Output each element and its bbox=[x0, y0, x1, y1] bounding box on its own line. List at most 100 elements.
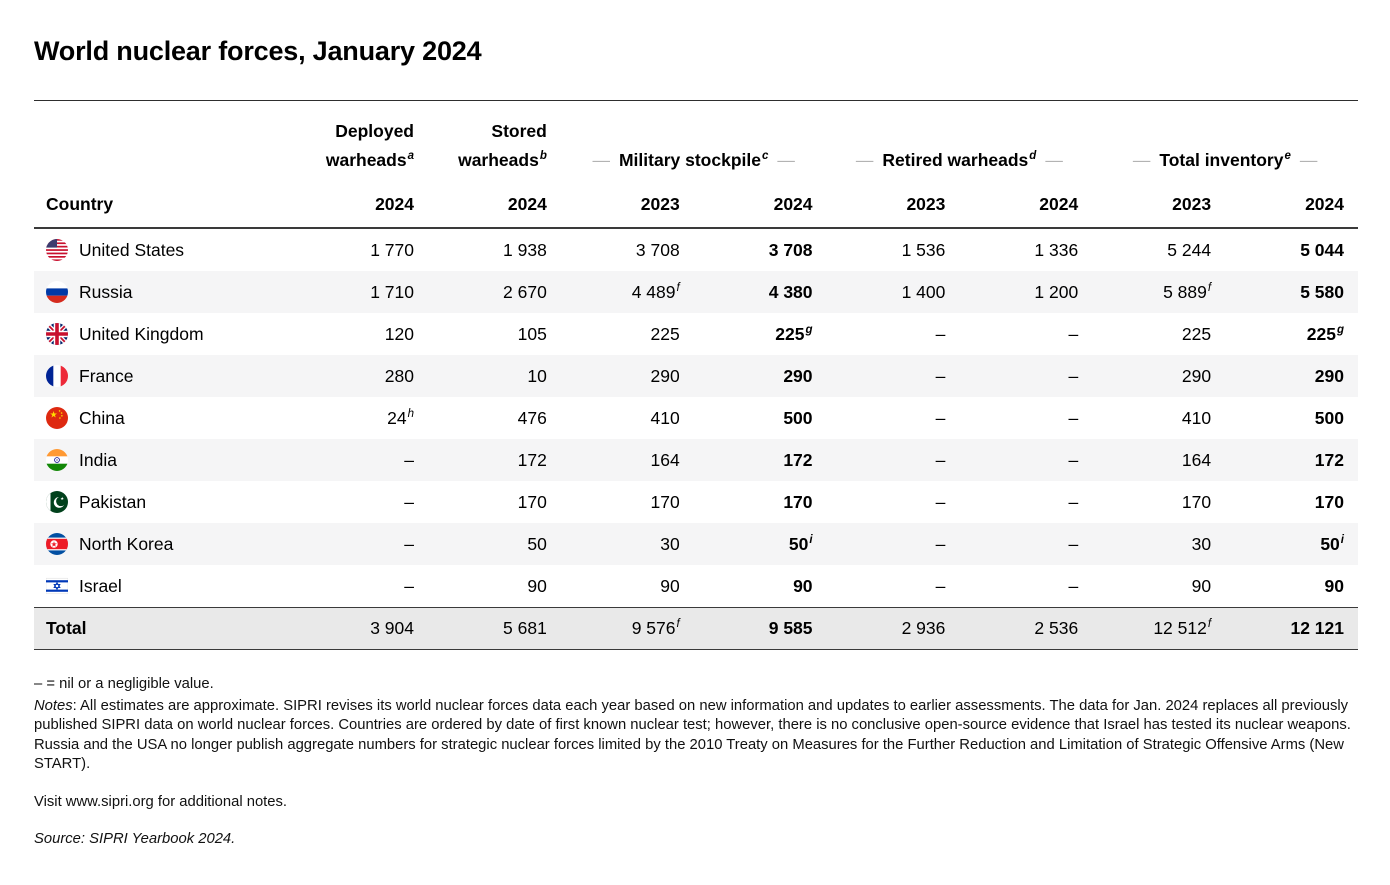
value-cell: 410 bbox=[1181, 407, 1212, 428]
cn-flag-icon bbox=[46, 407, 68, 429]
notes-text: : All estimates are approximate. SIPRI r… bbox=[34, 697, 1351, 773]
value-cell: 170 bbox=[1181, 491, 1212, 512]
value-cell: 50i bbox=[788, 533, 813, 554]
value-cell: 3 708 bbox=[635, 239, 680, 260]
value-cell: 1 200 bbox=[1034, 281, 1079, 302]
year-header: 2024 bbox=[278, 175, 428, 229]
value-cell: 10 bbox=[527, 365, 547, 386]
value-cell: 3 904 bbox=[278, 607, 428, 650]
value-cell: – bbox=[1068, 365, 1079, 386]
value-cell: 2 936 bbox=[826, 607, 960, 650]
value-cell: – bbox=[935, 575, 946, 596]
value-cell: 120 bbox=[384, 323, 414, 344]
year-header: 2024 bbox=[1225, 175, 1358, 229]
value-cell: – bbox=[935, 491, 946, 512]
footnote-marker: g bbox=[805, 323, 813, 336]
group-header-total-inventory: — Total inventorye — bbox=[1092, 103, 1358, 175]
value-cell: 30 bbox=[1191, 533, 1212, 554]
group-label: Retired warheads bbox=[882, 150, 1029, 170]
value-cell: 410 bbox=[650, 407, 680, 428]
value-cell: – bbox=[935, 449, 946, 470]
value-cell: 5 889f bbox=[1163, 281, 1212, 302]
country-cell: North Korea bbox=[34, 523, 278, 565]
footnote-marker: f bbox=[1207, 281, 1212, 294]
country-cell: United Kingdom bbox=[34, 313, 278, 355]
footnote-marker: e bbox=[1284, 150, 1291, 163]
value-cell: 164 bbox=[1181, 449, 1212, 470]
country-cell: France bbox=[34, 355, 278, 397]
value-cell: 105 bbox=[517, 323, 547, 344]
value-cell: 5 244 bbox=[1167, 239, 1212, 260]
value-cell: 90 bbox=[1324, 575, 1344, 596]
nil-definition: – = nil or a negligible value. bbox=[34, 676, 214, 692]
country-row: North Korea – 50 30 50i – – 30 50i bbox=[34, 523, 1358, 565]
country-name: China bbox=[79, 408, 125, 428]
value-cell: – bbox=[935, 407, 946, 428]
footnote-marker: i bbox=[1340, 533, 1344, 546]
group-label: Military stockpile bbox=[618, 150, 761, 170]
page: World nuclear forces, January 2024 Deplo… bbox=[34, 36, 1358, 847]
group-header-row: Deployed warheadsa Stored warheadsb — Mil… bbox=[34, 103, 1358, 175]
value-cell: 172 bbox=[1314, 449, 1344, 470]
value-cell: 476 bbox=[517, 407, 547, 428]
group-label: Stored warheads bbox=[458, 121, 547, 170]
country-cell: Russia bbox=[34, 271, 278, 313]
value-cell: – bbox=[404, 491, 414, 512]
value-cell: 170 bbox=[783, 491, 813, 512]
value-cell: – bbox=[404, 575, 414, 596]
value-cell: 30 bbox=[660, 533, 680, 554]
country-name: United Kingdom bbox=[79, 324, 204, 344]
kp-flag-icon bbox=[46, 533, 68, 555]
footnote-marker: g bbox=[1336, 323, 1344, 336]
value-cell: 290 bbox=[1181, 365, 1212, 386]
footnote-marker: a bbox=[407, 150, 414, 163]
year-header: 2024 bbox=[428, 175, 561, 229]
country-name: Israel bbox=[79, 576, 122, 596]
value-cell: 280 bbox=[384, 365, 414, 386]
year-header-row: Country 2024 2024 2023 2024 2023 2024 20… bbox=[34, 175, 1358, 229]
value-cell: – bbox=[1068, 533, 1079, 554]
value-cell: 500 bbox=[783, 407, 813, 428]
value-cell: 290 bbox=[650, 365, 680, 386]
group-header-deployed: Deployed warheadsa bbox=[278, 103, 428, 175]
value-cell: 500 bbox=[1314, 407, 1344, 428]
country-cell: Pakistan bbox=[34, 481, 278, 523]
visit-note: Visit www.sipri.org for additional notes… bbox=[34, 793, 288, 810]
value-cell: 5 580 bbox=[1300, 281, 1344, 302]
value-cell: 5 681 bbox=[428, 607, 561, 650]
year-header: 2023 bbox=[1092, 175, 1226, 229]
country-row: United Kingdom 120 105 225 225g – – 225 225g bbox=[34, 313, 1358, 355]
footnote-marker: h bbox=[407, 407, 414, 420]
table-body: United States 1 770 1 938 3 708 3 708 1 536 1 … bbox=[34, 228, 1358, 650]
dash-decoration: — bbox=[592, 150, 610, 170]
country-row: Russia 1 710 2 670 4 489f 4 380 1 400 1 200 5 8… bbox=[34, 271, 1358, 313]
value-cell: 5 044 bbox=[1300, 239, 1344, 260]
value-cell: 3 708 bbox=[768, 239, 813, 260]
page-title: World nuclear forces, January 2024 bbox=[34, 36, 482, 66]
value-cell: 170 bbox=[1314, 491, 1344, 512]
value-cell: 90 bbox=[1191, 575, 1212, 596]
value-cell: 1 710 bbox=[370, 281, 414, 302]
value-cell: 1 336 bbox=[1034, 239, 1079, 260]
value-cell: – bbox=[935, 323, 946, 344]
value-cell: – bbox=[404, 533, 414, 554]
group-header-spacer bbox=[34, 103, 278, 175]
country-name: France bbox=[79, 366, 134, 386]
value-cell: 290 bbox=[783, 365, 813, 386]
country-name: Pakistan bbox=[79, 492, 147, 512]
dash-decoration: — bbox=[1299, 150, 1318, 170]
il-flag-icon bbox=[46, 575, 68, 597]
country-row: United States 1 770 1 938 3 708 3 708 1 536 1 … bbox=[34, 228, 1358, 271]
notes-paragraph: Notes: All estimates are approximate. SI… bbox=[34, 697, 1358, 775]
gb-flag-icon bbox=[46, 323, 68, 345]
country-row: France 280 10 290 290 – – 290 290 bbox=[34, 355, 1358, 397]
value-cell: – bbox=[935, 365, 946, 386]
value-cell: 164 bbox=[650, 449, 680, 470]
value-cell: 90 bbox=[660, 575, 680, 596]
value-cell: 12 121 bbox=[1225, 607, 1358, 650]
value-cell: 172 bbox=[517, 449, 547, 470]
table-header: Deployed warheadsa Stored warheadsb — Mil… bbox=[34, 103, 1358, 229]
value-cell: 50 bbox=[527, 533, 547, 554]
footnote-marker: f bbox=[1207, 618, 1212, 631]
value-cell: 170 bbox=[517, 491, 547, 512]
